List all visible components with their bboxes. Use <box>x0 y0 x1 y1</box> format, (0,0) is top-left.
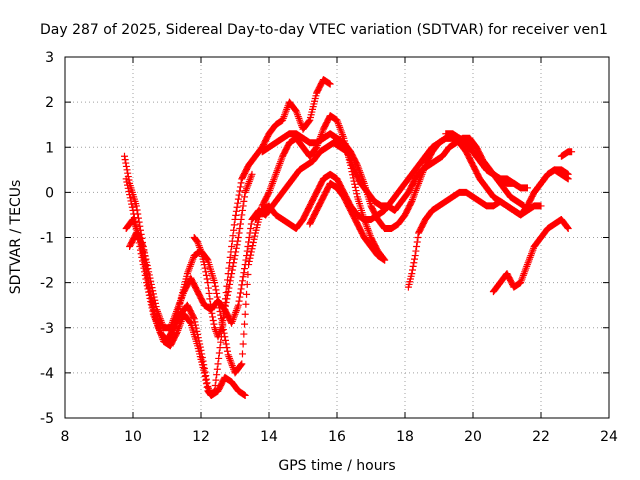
plus-markers <box>530 166 572 196</box>
series-10 <box>557 148 576 160</box>
y-tick-label: -1 <box>40 231 54 247</box>
series-11 <box>442 130 531 192</box>
chart-title: Day 287 of 2025, Sidereal Day-to-day VTE… <box>40 22 608 38</box>
x-tick-label: 10 <box>124 429 142 445</box>
plus-markers <box>404 188 545 291</box>
x-tick-label: 18 <box>396 429 414 445</box>
y-tick-label: 1 <box>45 140 54 156</box>
series-9 <box>530 166 572 196</box>
y-tick-label: 2 <box>45 95 54 111</box>
y-tick-label: -3 <box>40 321 54 337</box>
series-12 <box>190 170 256 341</box>
x-tick-label: 20 <box>464 429 482 445</box>
series-3 <box>126 134 528 332</box>
y-axis-label: SDTVAR / TECUs <box>8 180 24 295</box>
series-8 <box>489 215 572 296</box>
plus-markers <box>190 170 256 341</box>
y-tick-label: 0 <box>45 185 54 201</box>
plus-markers <box>122 76 334 399</box>
y-tick-label: -2 <box>40 276 54 292</box>
series-1 <box>122 76 334 399</box>
x-tick-label: 24 <box>600 429 618 445</box>
plus-markers <box>442 130 531 192</box>
plus-markers <box>557 148 576 160</box>
data-points <box>121 76 576 399</box>
series-7 <box>404 188 545 291</box>
x-tick-label: 8 <box>61 429 70 445</box>
x-tick-label: 12 <box>192 429 210 445</box>
x-axis-label: GPS time / hours <box>278 458 395 474</box>
x-tick-label: 14 <box>260 429 278 445</box>
plus-markers <box>489 215 572 296</box>
series-6 <box>306 179 389 264</box>
plus-markers <box>126 134 528 332</box>
x-tick-label: 22 <box>532 429 550 445</box>
y-tick-label: -4 <box>40 366 54 382</box>
plus-markers <box>306 179 389 264</box>
x-tick-label: 16 <box>328 429 346 445</box>
y-tick-label: 3 <box>45 50 54 66</box>
y-tick-label: -5 <box>40 411 54 427</box>
grid <box>65 57 609 418</box>
